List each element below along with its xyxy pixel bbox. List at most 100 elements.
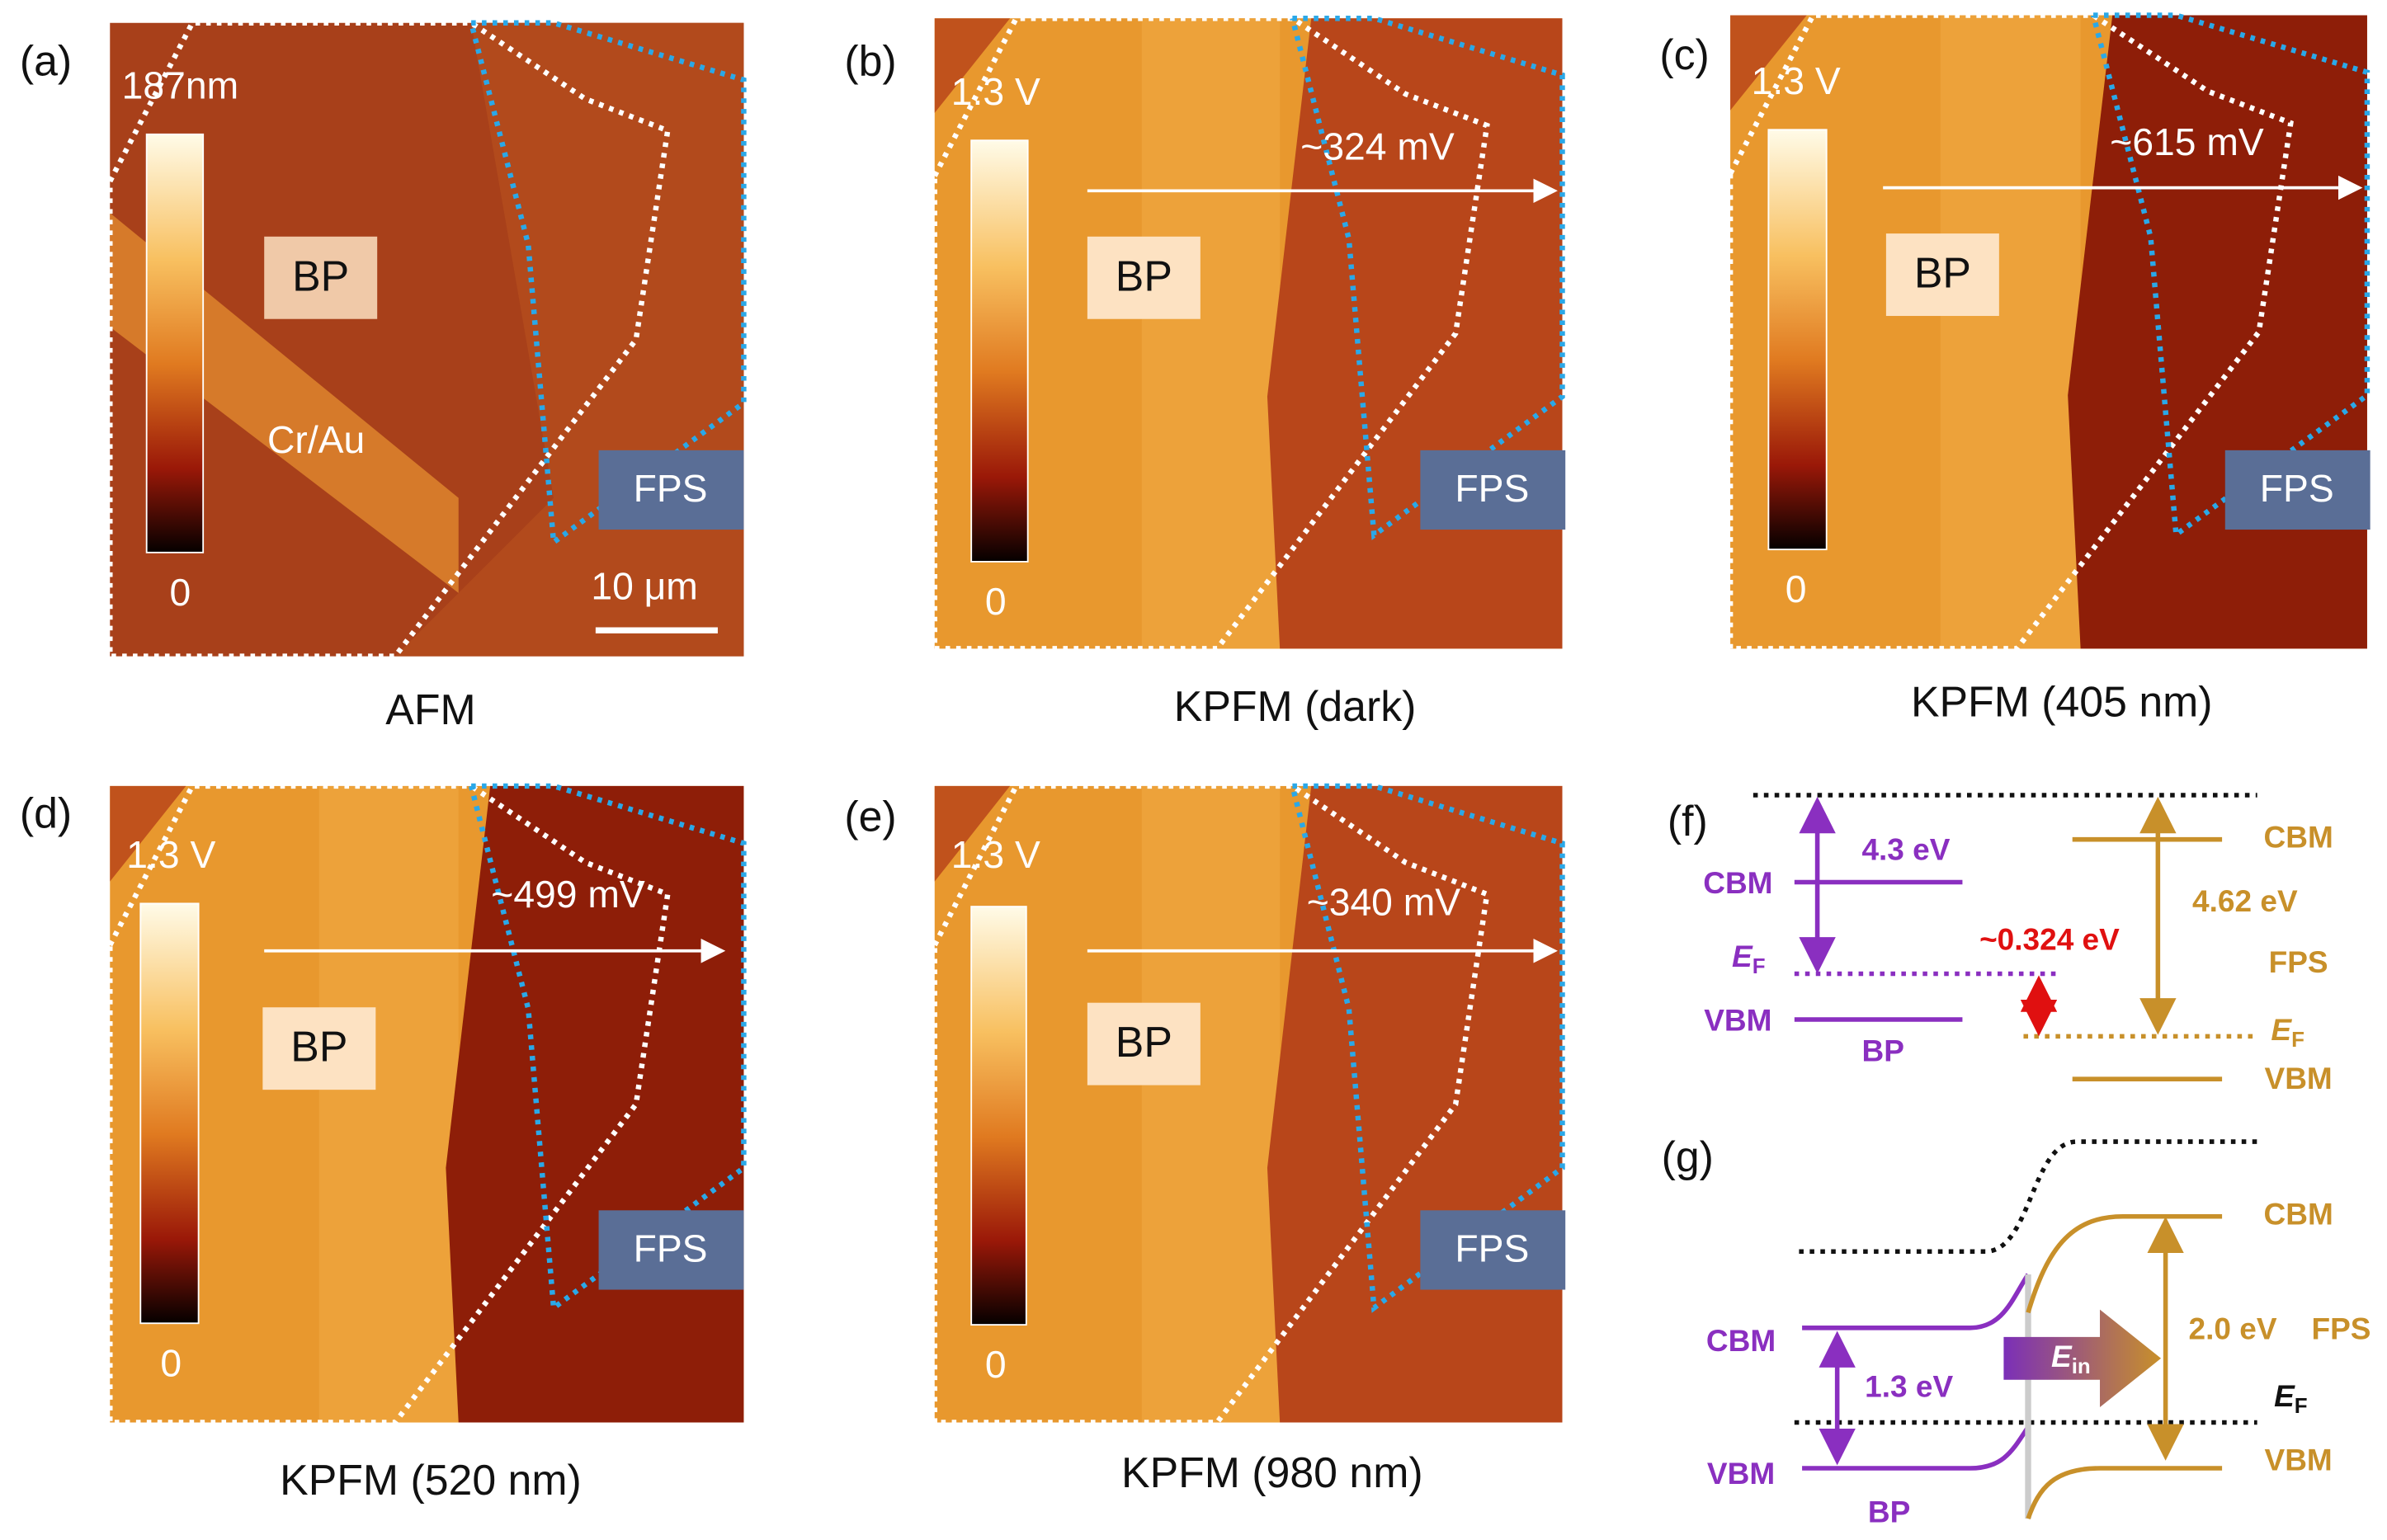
fps-vbm: VBM bbox=[2265, 1061, 2333, 1095]
fps-label: FPS bbox=[1455, 1227, 1529, 1270]
bp-ef: EF bbox=[1732, 939, 1766, 978]
fps-box bbox=[1420, 450, 1566, 530]
bp-label: BP bbox=[1116, 1018, 1172, 1066]
ef: EF bbox=[2274, 1378, 2308, 1418]
fps-label: FPS bbox=[634, 1227, 708, 1270]
band-g bbox=[1794, 1139, 2257, 1520]
panel-caption: AFM bbox=[385, 685, 475, 733]
colorbar bbox=[970, 139, 1029, 563]
fps-vbm: VBM bbox=[2265, 1442, 2333, 1476]
bp-cbm: CBM bbox=[1706, 1323, 1776, 1358]
bp-cbm: CBM bbox=[1703, 865, 1772, 900]
fps: FPS bbox=[2269, 944, 2328, 979]
fps-ef: EF bbox=[2271, 1012, 2304, 1052]
colorbar-min: 0 bbox=[985, 1343, 1007, 1386]
bp-strip bbox=[1141, 785, 1281, 1423]
bp: BP bbox=[1868, 1494, 1910, 1528]
offset: ~0.324 eV bbox=[1979, 921, 2120, 956]
bp-label: BP bbox=[1914, 249, 1971, 297]
sub: F bbox=[2291, 1029, 2304, 1052]
field-arrow bbox=[2003, 1309, 2162, 1408]
fps-box bbox=[598, 450, 744, 530]
bp-box bbox=[1087, 236, 1201, 319]
panel-letter: (e) bbox=[844, 792, 896, 840]
colorbar-max: 1.3 V bbox=[951, 70, 1040, 113]
bp-outline bbox=[932, 783, 1490, 1425]
fps-box bbox=[1420, 1210, 1566, 1290]
fps-gap: 2.0 eV bbox=[2189, 1311, 2277, 1345]
bp-vbm-line bbox=[1802, 1425, 2031, 1471]
panel-letter: (b) bbox=[844, 36, 896, 84]
fps-label: FPS bbox=[1455, 467, 1529, 510]
colorbar bbox=[970, 906, 1027, 1326]
colorbar-min: 0 bbox=[985, 580, 1007, 623]
potential-shift: ~499 mV bbox=[491, 873, 645, 916]
fps-label: FPS bbox=[2260, 467, 2334, 510]
bp-strip bbox=[1141, 18, 1281, 649]
colorbar-min: 0 bbox=[160, 1341, 182, 1384]
colorbar-min: 0 bbox=[170, 571, 191, 614]
colorbar bbox=[145, 133, 205, 553]
fps-label: FPS bbox=[634, 467, 708, 510]
bp-outline bbox=[1727, 12, 2294, 652]
colorbar bbox=[1767, 129, 1828, 551]
main: E bbox=[2274, 1378, 2295, 1413]
colorbar-max: 1.3 V bbox=[951, 833, 1040, 876]
band-f bbox=[1753, 793, 2257, 1081]
fps-box bbox=[2224, 450, 2370, 530]
bp-vbm: VBM bbox=[1704, 1003, 1771, 1038]
potential-shift: ~615 mV bbox=[2110, 120, 2264, 163]
potential-shift: ~324 mV bbox=[1300, 125, 1455, 168]
bp-box bbox=[1885, 233, 1999, 317]
bp: BP bbox=[1861, 1034, 1903, 1068]
colorbar bbox=[139, 902, 200, 1325]
bp-outline bbox=[107, 20, 671, 659]
fps-cbm: CBM bbox=[2264, 1197, 2333, 1232]
colorbar-max: 187nm bbox=[122, 64, 238, 107]
cr-au-label: Cr/Au bbox=[267, 418, 365, 461]
panel-caption: KPFM (dark) bbox=[1174, 682, 1417, 730]
potential-shift: ~340 mV bbox=[1307, 880, 1461, 923]
sub: in bbox=[2072, 1355, 2091, 1378]
bp-gap: 1.3 eV bbox=[1865, 1369, 1953, 1404]
panel-letter: (c) bbox=[1659, 31, 1709, 78]
fps-vbm-line bbox=[2026, 1466, 2223, 1520]
colorbar-min: 0 bbox=[1786, 567, 1807, 610]
corner bbox=[110, 785, 186, 882]
sub: F bbox=[1753, 955, 1766, 978]
panel-caption: KPFM (520 nm) bbox=[280, 1456, 582, 1504]
sub: F bbox=[2295, 1395, 2308, 1418]
bp-box bbox=[264, 236, 378, 319]
fps: FPS bbox=[2311, 1311, 2370, 1345]
panel-letter: (d) bbox=[20, 789, 72, 837]
main: E bbox=[2051, 1339, 2073, 1373]
scalebar-label: 10 μm bbox=[591, 564, 697, 607]
fps-cbm-line bbox=[2026, 1213, 2223, 1314]
bp-vbm: VBM bbox=[1707, 1456, 1775, 1491]
fps-outline bbox=[1290, 783, 1565, 1313]
main: E bbox=[1732, 939, 1753, 973]
fps-gap: 4.62 eV bbox=[2192, 883, 2298, 918]
bp-cbm-line bbox=[1802, 1273, 2031, 1330]
field: Ein bbox=[2051, 1339, 2091, 1378]
panel-caption: KPFM (405 nm) bbox=[1911, 678, 2213, 726]
panel-letter: (a) bbox=[20, 36, 72, 84]
bp-label: BP bbox=[1116, 252, 1172, 299]
bp-box bbox=[1087, 1002, 1201, 1086]
bp-outline bbox=[932, 15, 1490, 652]
colorbar-max: 1.3 V bbox=[126, 833, 215, 876]
bp-strip bbox=[318, 785, 459, 1423]
panel-letter: (f) bbox=[1668, 797, 1708, 845]
fps-outline bbox=[1290, 15, 1565, 540]
fps-box bbox=[598, 1210, 744, 1290]
vacuum-level bbox=[1799, 1139, 2257, 1255]
fps-cbm: CBM bbox=[2264, 819, 2333, 854]
fps-region bbox=[1267, 18, 1563, 649]
bp-label: BP bbox=[290, 1023, 347, 1071]
panel-letter: (g) bbox=[1662, 1133, 1714, 1180]
main: E bbox=[2271, 1012, 2292, 1047]
bp-gap: 4.3 eV bbox=[1861, 831, 1950, 866]
colorbar-max: 1.3 V bbox=[1752, 59, 1841, 102]
bp-label: BP bbox=[292, 252, 349, 299]
